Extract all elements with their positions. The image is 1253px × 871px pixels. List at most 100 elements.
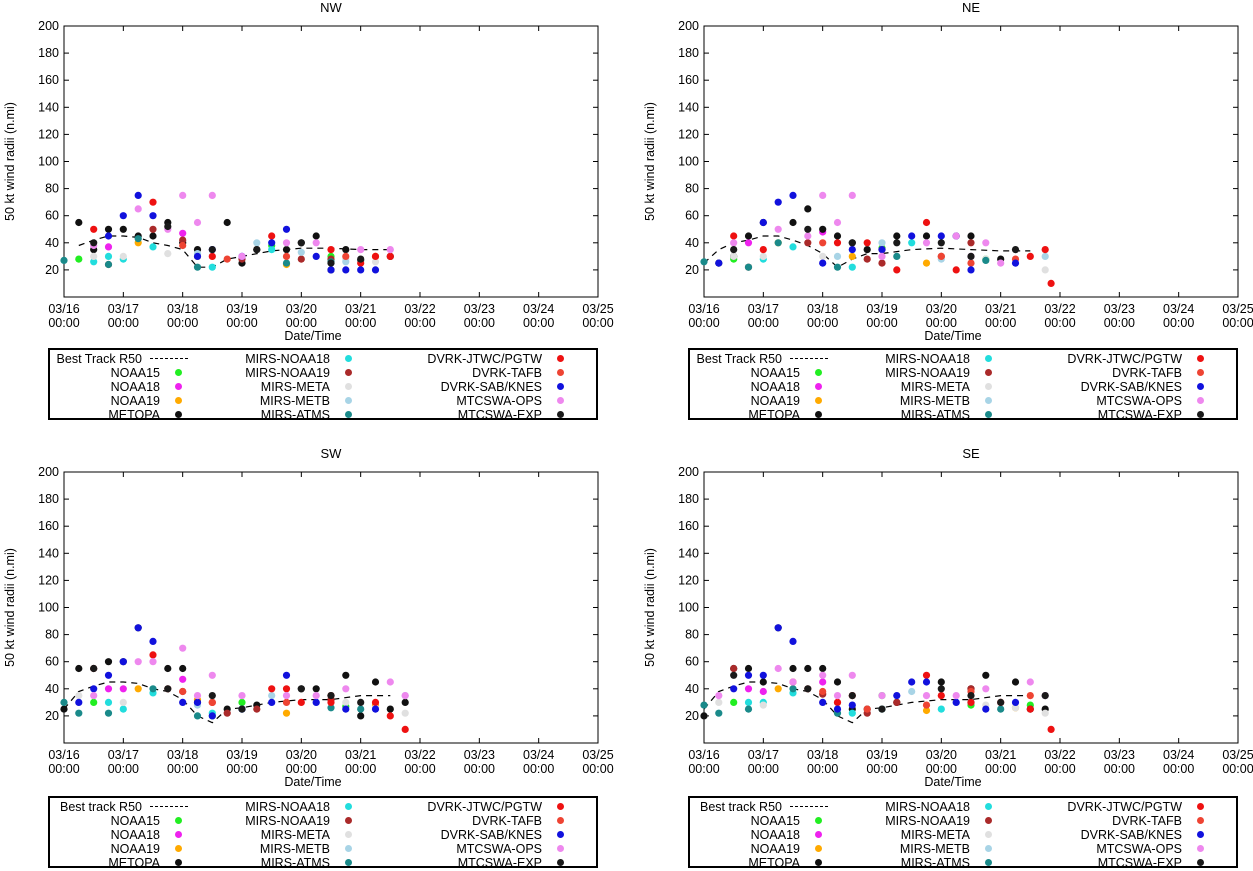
point-mirs-meta bbox=[371, 258, 380, 266]
legend-item-noaa18: NOAA18 bbox=[24, 379, 188, 395]
point-mtcswa-exp bbox=[297, 685, 305, 693]
legend-label: DVRK-SAB/KNES bbox=[440, 380, 542, 394]
point-dvrk-sab-knes bbox=[744, 671, 753, 679]
point-mirs-atms bbox=[149, 685, 157, 693]
point-mtcswa-exp bbox=[327, 692, 335, 700]
legend-label: DVRK-SAB/KNES bbox=[1080, 380, 1182, 394]
point-dvrk-tafb bbox=[863, 705, 871, 713]
legend-item-noaa15: NOAA15 bbox=[24, 365, 188, 381]
legend-item-mirs-metb: MIRS-METB bbox=[192, 841, 358, 857]
y-tick-label: 60 bbox=[685, 655, 699, 669]
legend-item-mirs-noaa19: MIRS-NOAA19 bbox=[832, 813, 998, 829]
legend-dot-symbol bbox=[345, 831, 352, 838]
point-dvrk-tafb bbox=[282, 698, 291, 706]
point-metopa bbox=[119, 225, 127, 233]
legend-item-mirs-meta: MIRS-META bbox=[192, 379, 358, 395]
point-metopa bbox=[371, 678, 380, 686]
point-mirs-metb bbox=[833, 252, 842, 260]
point-mirs-metb bbox=[268, 692, 276, 700]
legend-dot-symbol bbox=[557, 803, 564, 810]
point-dvrk-tafb bbox=[819, 239, 827, 247]
legend-item-noaa19: NOAA19 bbox=[664, 841, 828, 857]
point-noaa19 bbox=[922, 706, 931, 715]
legend-label: MIRS-META bbox=[260, 380, 330, 394]
legend-item-dvrk-tafb: DVRK-TAFB bbox=[1030, 365, 1210, 381]
legend-label: NOAA15 bbox=[110, 814, 160, 828]
legend-item-mirs-atms: MIRS-ATMS bbox=[832, 855, 998, 871]
point-dvrk-sab-knes bbox=[90, 685, 98, 693]
point-dvrk-jtwc-pgtw bbox=[922, 671, 931, 679]
x-tick-label-time: 00:00 bbox=[926, 316, 957, 330]
point-dvrk-jtwc-pgtw bbox=[268, 232, 276, 240]
point-dvrk-sab-knes bbox=[149, 637, 157, 645]
chart-sw: SW2040608010012014016018020003/1600:0003… bbox=[3, 446, 614, 789]
legend-label: MTCSWA-EXP bbox=[457, 856, 542, 870]
y-tick-label: 20 bbox=[45, 263, 59, 277]
x-tick-label-date: 03/25 bbox=[582, 748, 613, 762]
legend-dot-symbol bbox=[175, 859, 182, 866]
y-tick-label: 100 bbox=[678, 155, 699, 169]
best-track-line bbox=[78, 235, 391, 268]
legend-item-noaa15: NOAA15 bbox=[664, 813, 828, 829]
point-mtcswa-ops bbox=[789, 678, 797, 686]
point-metopa bbox=[804, 664, 812, 673]
legend-dot-symbol bbox=[1197, 411, 1204, 418]
point-dvrk-sab-knes bbox=[371, 266, 380, 274]
x-tick-label-time: 00:00 bbox=[523, 316, 554, 330]
point-noaa18 bbox=[104, 243, 113, 251]
x-tick-label-date: 03/16 bbox=[48, 748, 79, 762]
x-tick-label-time: 00:00 bbox=[926, 762, 957, 776]
y-tick-label: 100 bbox=[678, 601, 699, 615]
point-mirs-noaa18 bbox=[268, 246, 276, 254]
point-noaa19 bbox=[848, 252, 856, 260]
legend-label: MIRS-ATMS bbox=[900, 408, 970, 422]
point-dvrk-tafb bbox=[179, 241, 187, 250]
x-tick-label-time: 00:00 bbox=[48, 316, 79, 330]
legend-label: MTCSWA-OPS bbox=[456, 394, 542, 408]
plot-frame bbox=[63, 471, 599, 744]
point-mtcswa-exp bbox=[327, 259, 335, 267]
legend-dot-symbol bbox=[1197, 817, 1204, 824]
point-dvrk-sab-knes bbox=[789, 191, 797, 199]
legend-label: MTCSWA-OPS bbox=[456, 842, 542, 856]
point-metopa bbox=[922, 232, 931, 240]
point-dvrk-jtwc-pgtw bbox=[833, 239, 842, 247]
point-mtcswa-exp bbox=[967, 692, 975, 700]
point-metopa bbox=[759, 678, 767, 686]
point-dvrk-tafb bbox=[342, 252, 350, 260]
legend-item-dvrk-tafb: DVRK-TAFB bbox=[1030, 813, 1210, 829]
legend-dot-symbol bbox=[557, 383, 564, 390]
point-mirs-noaa18 bbox=[848, 263, 856, 271]
point-mirs-metb bbox=[1041, 252, 1049, 260]
x-tick-label-date: 03/22 bbox=[1044, 302, 1075, 316]
point-mtcswa-ops bbox=[997, 259, 1005, 267]
point-metopa bbox=[819, 225, 827, 233]
legend-label: METOPA bbox=[748, 856, 800, 870]
point-dvrk-jtwc-pgtw bbox=[967, 698, 975, 706]
legend-item-dvrk-jtwc-pgtw: DVRK-JTWC/PGTW bbox=[390, 799, 570, 815]
legend-dot-symbol bbox=[557, 411, 564, 418]
x-tick-label-time: 00:00 bbox=[807, 316, 838, 330]
point-metopa bbox=[357, 712, 365, 720]
legend-label: Best track R50 bbox=[700, 800, 782, 814]
legend-dot-symbol bbox=[815, 397, 822, 404]
legend-label: MTCSWA-EXP bbox=[1097, 408, 1182, 422]
x-tick-label-date: 03/17 bbox=[748, 302, 779, 316]
y-tick-label: 80 bbox=[685, 628, 699, 642]
point-metopa bbox=[789, 218, 797, 227]
x-tick-label-time: 00:00 bbox=[1044, 762, 1075, 776]
point-mtcswa-ops bbox=[134, 205, 142, 213]
y-tick-label: 80 bbox=[45, 182, 59, 196]
point-dvrk-sab-knes bbox=[878, 246, 886, 254]
legend-item-noaa19: NOAA19 bbox=[664, 393, 828, 409]
point-metopa bbox=[75, 218, 83, 227]
point-dvrk-sab-knes bbox=[967, 266, 975, 274]
legend-item-mtcswa-ops: MTCSWA-OPS bbox=[1030, 841, 1210, 857]
legend-label: DVRK-TAFB bbox=[1112, 366, 1182, 380]
legend-label: MIRS-NOAA19 bbox=[245, 366, 330, 380]
x-tick-label-time: 00:00 bbox=[688, 762, 719, 776]
legend-label: Best Track R50 bbox=[696, 352, 782, 366]
y-tick-label: 200 bbox=[678, 465, 699, 479]
point-mirs-meta bbox=[730, 252, 738, 260]
x-tick-label-time: 00:00 bbox=[582, 316, 613, 330]
